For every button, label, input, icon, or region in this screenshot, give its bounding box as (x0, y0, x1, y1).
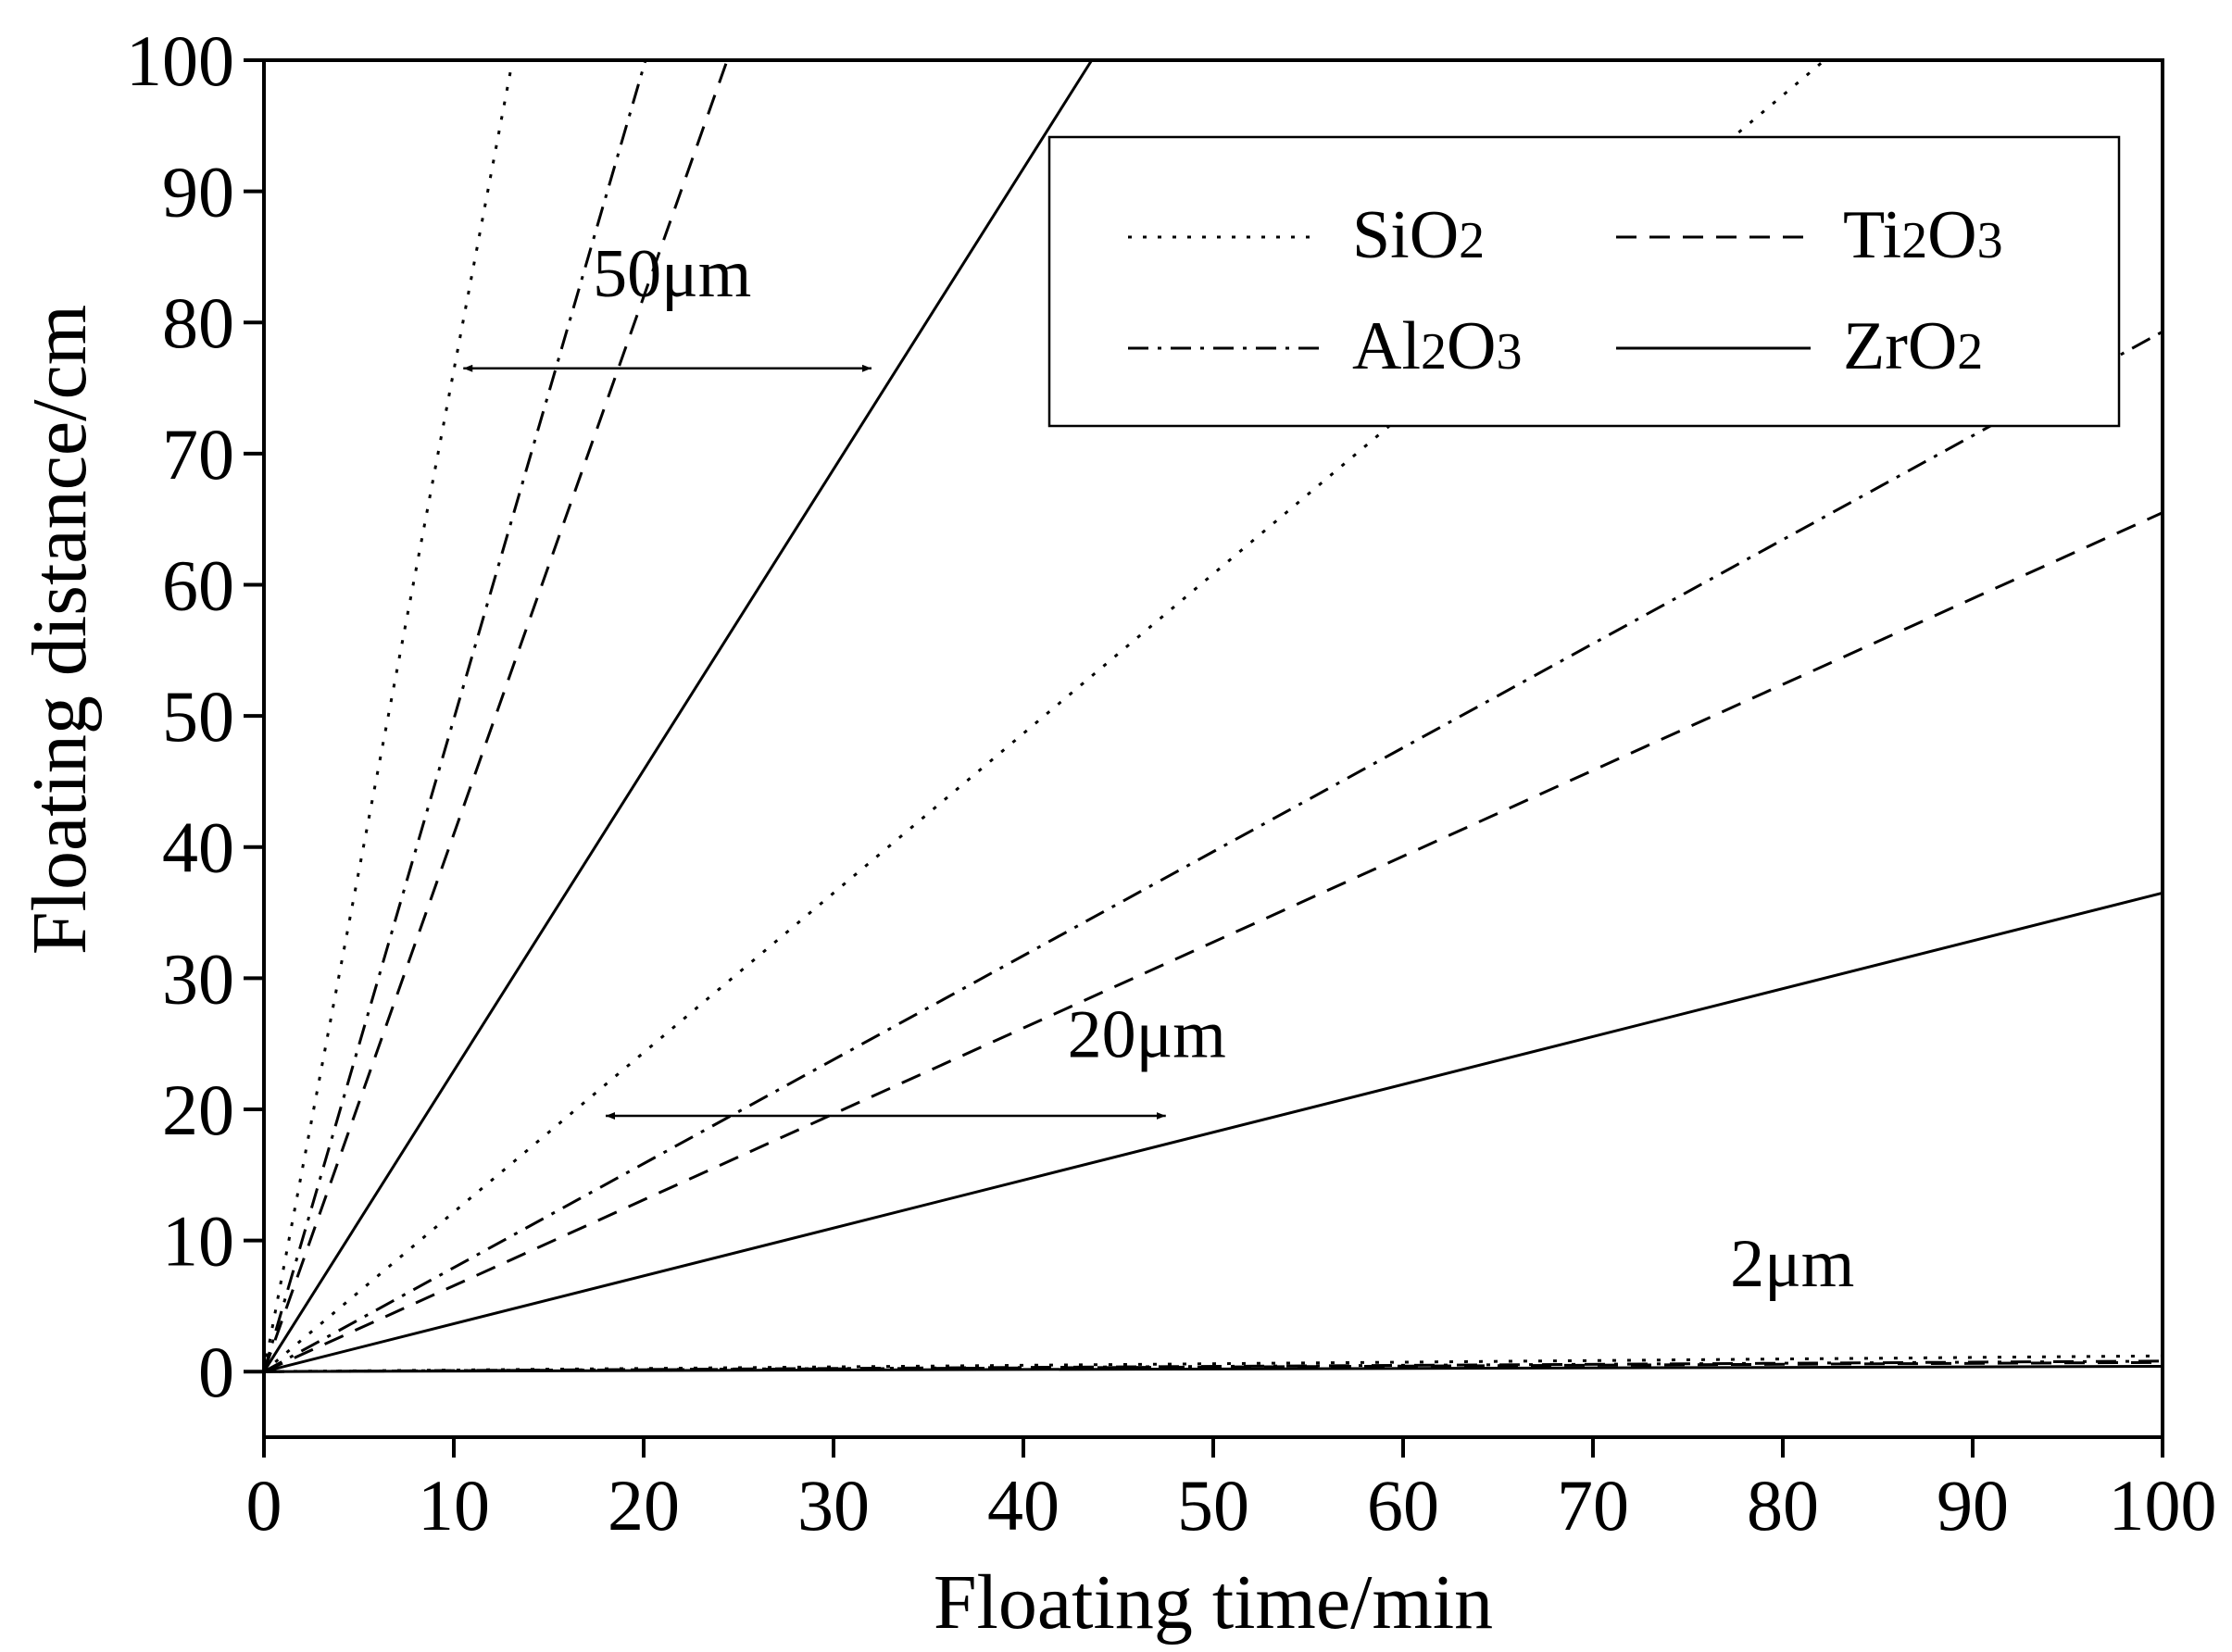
series-line-ti2o3-20um (263, 511, 2163, 1373)
legend-label: SiO2 (1352, 197, 1485, 273)
series-line-sio2-2um (263, 1354, 2163, 1373)
x-tick-label: 50 (1177, 1465, 1249, 1546)
x-tick-label: 60 (1367, 1465, 1439, 1546)
y-tick-label: 100 (126, 20, 234, 101)
x-tick-label: 20 (608, 1465, 680, 1546)
plot-lines (262, 58, 2163, 1373)
y-tick-label: 10 (162, 1201, 234, 1282)
y-tick-label: 80 (162, 282, 234, 363)
x-tick-label: 30 (797, 1465, 870, 1546)
x-tick-label: 70 (1557, 1465, 1629, 1546)
y-tick-label: 20 (162, 1070, 234, 1150)
y-tick-label: 0 (198, 1332, 234, 1412)
series-line-al2o3-50um (262, 59, 647, 1372)
legend-label: Ti2O3 (1843, 197, 2003, 273)
size-annotation: 20μm (1068, 996, 1226, 1072)
x-axis: 0 10 20 30 40 50 60 70 80 90 100 (246, 1437, 2217, 1546)
x-tick-label: 100 (2109, 1465, 2217, 1546)
x-tick-label: 0 (246, 1465, 282, 1546)
series-line-sio2-50um (262, 59, 514, 1372)
y-tick-label: 30 (162, 938, 234, 1019)
x-tick-label: 80 (1747, 1465, 1819, 1546)
y-tick-label: 50 (162, 676, 234, 757)
size-annotation: 2μm (1730, 1226, 1854, 1302)
legend-label: ZrO2 (1843, 308, 1983, 384)
x-tick-label: 90 (1937, 1465, 2009, 1546)
legend: SiO2 Ti2O3 Al2O3 ZrO2 (1047, 135, 2121, 428)
series-line-zro2-50um (262, 59, 1094, 1373)
y-axis: 0 10 20 30 40 50 60 70 80 90 100 (126, 20, 264, 1412)
series-line-zro2-20um (263, 891, 2163, 1373)
y-tick-label: 90 (162, 152, 234, 232)
series-line-zro2-2um (263, 1365, 2163, 1373)
series-line-al2o3-20um (263, 330, 2163, 1373)
x-tick-label: 40 (987, 1465, 1060, 1546)
legend-box (1047, 135, 2121, 428)
x-axis-title: Floating time/min (934, 1559, 1493, 1646)
annotations: 50μm 20μm 2μm (463, 236, 1854, 1302)
legend-label: Al2O3 (1352, 308, 1522, 384)
y-tick-label: 40 (162, 807, 234, 888)
y-tick-label: 70 (162, 414, 234, 494)
y-axis-title: Floating distance/cm (17, 305, 103, 955)
size-annotation: 50μm (593, 236, 751, 312)
x-tick-label: 10 (418, 1465, 490, 1546)
y-tick-label: 60 (162, 544, 234, 625)
